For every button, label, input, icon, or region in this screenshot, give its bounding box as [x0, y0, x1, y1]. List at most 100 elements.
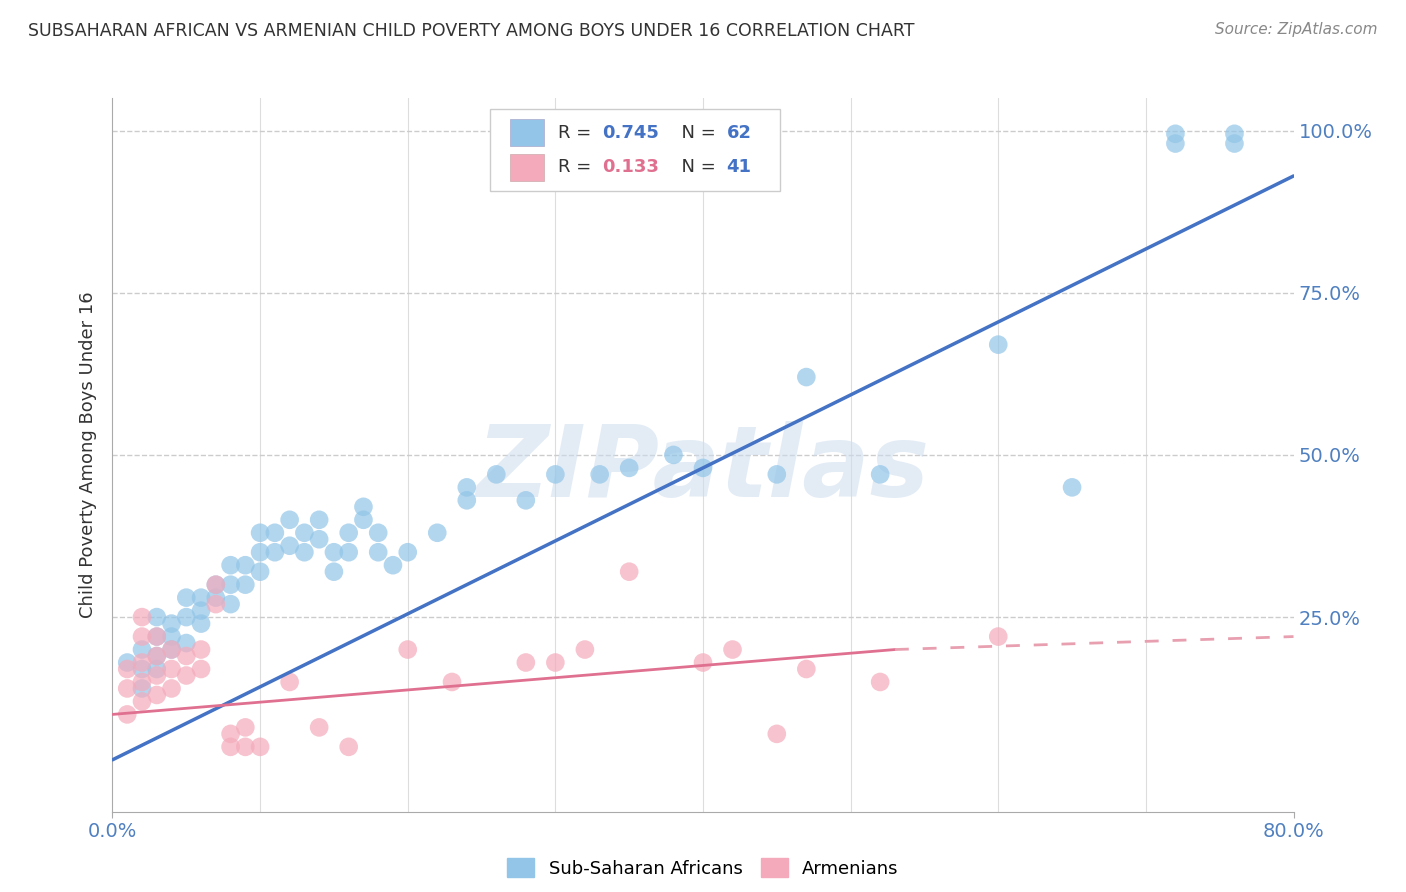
Point [544, 127, 567, 141]
Point [382, 558, 405, 573]
Point [515, 493, 537, 508]
Point [249, 739, 271, 754]
Point [396, 545, 419, 559]
Point [146, 662, 169, 676]
Point [219, 727, 242, 741]
Point [249, 525, 271, 540]
Point [987, 337, 1010, 351]
Point [869, 467, 891, 482]
Text: SUBSAHARAN AFRICAN VS ARMENIAN CHILD POVERTY AMONG BOYS UNDER 16 CORRELATION CHA: SUBSAHARAN AFRICAN VS ARMENIAN CHILD POV… [28, 22, 915, 40]
Point [588, 467, 610, 482]
Point [692, 461, 714, 475]
Point [278, 675, 301, 690]
Point [323, 545, 346, 559]
Legend: Sub-Saharan Africans, Armenians: Sub-Saharan Africans, Armenians [501, 851, 905, 885]
Point [249, 545, 271, 559]
Point [146, 630, 169, 644]
Point [264, 545, 287, 559]
Point [337, 739, 360, 754]
Point [131, 656, 153, 670]
Point [426, 525, 449, 540]
Point [146, 648, 169, 663]
Point [190, 591, 212, 605]
Point [117, 681, 138, 696]
Point [205, 597, 228, 611]
Point [146, 610, 169, 624]
Point [160, 681, 183, 696]
Point [485, 467, 508, 482]
Point [117, 707, 138, 722]
Point [117, 656, 138, 670]
Point [219, 739, 242, 754]
Point [396, 642, 419, 657]
Point [721, 642, 744, 657]
Point [574, 642, 596, 657]
Point [1062, 480, 1084, 494]
Point [796, 370, 818, 384]
Point [205, 577, 228, 591]
Text: Source: ZipAtlas.com: Source: ZipAtlas.com [1215, 22, 1378, 37]
Point [292, 525, 315, 540]
Point [131, 630, 153, 644]
Point [367, 545, 389, 559]
Point [205, 591, 228, 605]
Point [796, 662, 818, 676]
Point [233, 720, 256, 734]
Text: 41: 41 [727, 158, 752, 176]
Point [1164, 127, 1187, 141]
Point [308, 513, 330, 527]
Point [160, 642, 183, 657]
Point [292, 545, 315, 559]
Text: N =: N = [669, 158, 721, 176]
Point [160, 642, 183, 657]
Point [352, 500, 374, 514]
Point [174, 610, 197, 624]
Point [766, 467, 789, 482]
Point [1223, 127, 1246, 141]
Point [1223, 136, 1246, 151]
Point [219, 597, 242, 611]
Point [249, 565, 271, 579]
Point [619, 565, 641, 579]
Point [662, 448, 685, 462]
Point [174, 648, 197, 663]
Point [219, 558, 242, 573]
Point [174, 591, 197, 605]
Text: 0.745: 0.745 [603, 124, 659, 142]
Point [544, 467, 567, 482]
Text: R =: R = [558, 124, 596, 142]
Point [766, 727, 789, 741]
Y-axis label: Child Poverty Among Boys Under 16: Child Poverty Among Boys Under 16 [79, 292, 97, 618]
Point [456, 493, 478, 508]
Point [308, 533, 330, 547]
FancyBboxPatch shape [491, 109, 780, 191]
Point [619, 461, 641, 475]
Point [174, 636, 197, 650]
Point [131, 681, 153, 696]
Bar [510, 119, 544, 146]
Text: 62: 62 [727, 124, 752, 142]
Point [337, 525, 360, 540]
Text: ZIPatlas: ZIPatlas [477, 421, 929, 517]
Point [233, 558, 256, 573]
Point [456, 480, 478, 494]
Point [146, 630, 169, 644]
Point [131, 642, 153, 657]
Text: 0.133: 0.133 [603, 158, 659, 176]
Point [219, 577, 242, 591]
Point [264, 525, 287, 540]
Point [131, 694, 153, 708]
Point [160, 616, 183, 631]
Point [1164, 136, 1187, 151]
Point [131, 662, 153, 676]
Point [190, 662, 212, 676]
Point [131, 610, 153, 624]
Point [278, 513, 301, 527]
Point [352, 513, 374, 527]
Point [367, 525, 389, 540]
Point [278, 539, 301, 553]
Point [160, 630, 183, 644]
Point [146, 668, 169, 682]
Point [190, 616, 212, 631]
Point [146, 648, 169, 663]
